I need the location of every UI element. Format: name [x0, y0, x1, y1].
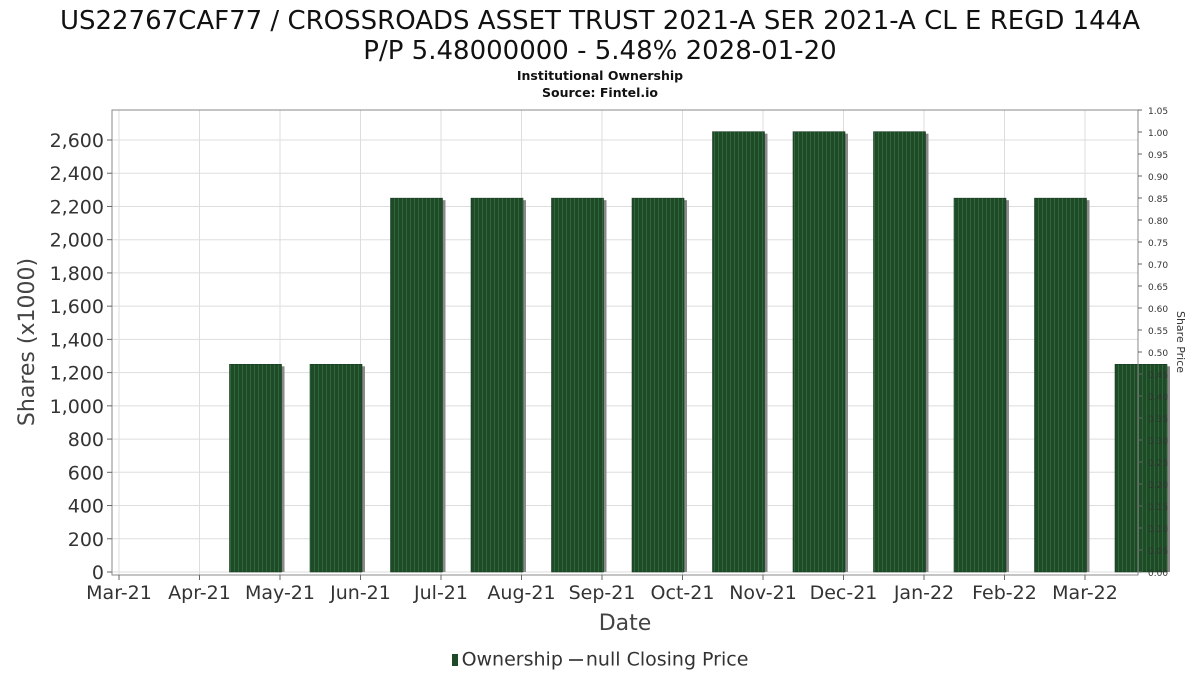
y2-tick-label: 0.35: [1148, 415, 1168, 425]
ownership-bar: [631, 197, 685, 573]
y-tick-label: 1,600: [50, 296, 104, 318]
price-legend-swatch: [568, 658, 583, 661]
y-tick-label: 2,000: [50, 230, 104, 252]
ownership-legend-label: Ownership: [461, 648, 563, 671]
plot-area-border: [111, 109, 1139, 576]
y2-tick-label: 0.05: [1148, 547, 1168, 557]
x-tick-label: Aug-21: [487, 582, 555, 604]
y2-tick-label: 0.15: [1148, 503, 1168, 513]
y2-tick-label: 0.65: [1148, 283, 1168, 293]
chart-title-line1: US22767CAF77 / CROSSROADS ASSET TRUST 20…: [59, 6, 1141, 36]
chart-subtitle: Institutional Ownership: [516, 68, 684, 83]
bars: [229, 131, 1170, 573]
y-tick-label: 200: [68, 529, 104, 551]
x-axis: Mar-21 Apr-21 May-21 Jun-21 Jul-21 Aug-21 Sep-…: [86, 575, 1118, 604]
ownership-bar: [1114, 364, 1168, 573]
y-tick-label: 1,000: [50, 396, 104, 418]
ownership-bar: [551, 197, 604, 573]
y2-tick-label: 0.90: [1148, 173, 1168, 183]
x-tick-label: Mar-22: [1052, 582, 1118, 604]
y-tick-label: 1,400: [50, 329, 104, 351]
y2-tick-label: 1.05: [1148, 107, 1168, 117]
y2-tick-label: 0.60: [1148, 305, 1168, 315]
y2-tick-label: 0.80: [1148, 217, 1168, 227]
y2-tick-label: 0.70: [1148, 261, 1168, 271]
y-axis-title: Shares (x1000): [15, 258, 40, 426]
y2-tick-label: 0.50: [1148, 349, 1168, 359]
x-tick-label: May-21: [245, 582, 315, 604]
x-tick-label: Mar-21: [86, 582, 152, 604]
ownership-bar: [470, 197, 524, 573]
y2-axis-title: Share Price: [1174, 311, 1187, 373]
y-tick-label: 1,200: [50, 363, 104, 385]
y-tick-label: 2,600: [50, 130, 104, 152]
y-tick-label: 800: [68, 429, 104, 451]
ownership-bar: [953, 197, 1007, 573]
x-tick-label: Oct-21: [651, 582, 715, 604]
legend: Ownership null Closing Price: [0, 648, 1200, 671]
y2-tick-label: 0.45: [1148, 371, 1168, 381]
price-legend-label: null Closing Price: [585, 648, 749, 671]
chart-source: Source: Fintel.io: [542, 85, 658, 100]
y2-tick-label: 1.00: [1148, 129, 1168, 139]
x-tick-label: Jul-21: [413, 582, 468, 604]
y2-tick-label: 0.85: [1148, 195, 1168, 205]
x-tick-label: Jan-22: [893, 582, 954, 604]
y-tick-label: 2,400: [50, 163, 104, 185]
x-tick-label: Apr-21: [168, 582, 231, 604]
y2-axis: 0.00 0.05 0.10 0.15 0.20 0.25 0.30 0.35 0.40 0.45…: [1138, 107, 1168, 579]
y2-tick-label: 0.40: [1148, 393, 1168, 403]
y-tick-label: 1,800: [50, 263, 104, 285]
y2-tick-label: 0.30: [1148, 437, 1168, 447]
y-tick-label: 400: [68, 496, 104, 518]
y2-tick-label: 0.25: [1148, 459, 1168, 469]
ownership-bar: [873, 131, 926, 573]
y-tick-label: 600: [68, 462, 104, 484]
y2-tick-label: 0.00: [1148, 569, 1168, 579]
y2-tick-label: 0.75: [1148, 239, 1168, 249]
x-tick-label: Sep-21: [569, 582, 636, 604]
x-tick-label: Feb-22: [972, 582, 1037, 604]
ownership-bar: [390, 197, 443, 573]
x-tick-label: Dec-21: [810, 582, 878, 604]
ownership-legend-swatch: [451, 653, 458, 666]
x-tick-label: Nov-21: [729, 582, 797, 604]
y2-tick-label: 0.95: [1148, 151, 1168, 161]
ownership-bar: [712, 131, 765, 573]
y-tick-label: 0: [92, 562, 104, 584]
ownership-bar: [792, 131, 846, 573]
ownership-bar: [229, 364, 282, 573]
y-axis: 0 200 400 600 800 1,000 1,200 1,400 1,600 1,800 2,…: [50, 130, 112, 584]
x-axis-title: Date: [599, 611, 652, 636]
y2-tick-label: 0.55: [1148, 327, 1168, 337]
y-tick-label: 2,200: [50, 196, 104, 218]
y2-tick-label: 0.10: [1148, 525, 1168, 535]
x-tick-label: Jun-21: [329, 582, 391, 604]
chart-title-line2: P/P 5.48000000 - 5.48% 2028-01-20: [363, 36, 837, 66]
ownership-bar: [1034, 197, 1087, 573]
y2-tick-label: 0.20: [1148, 481, 1168, 491]
ownership-bar: [309, 364, 363, 573]
